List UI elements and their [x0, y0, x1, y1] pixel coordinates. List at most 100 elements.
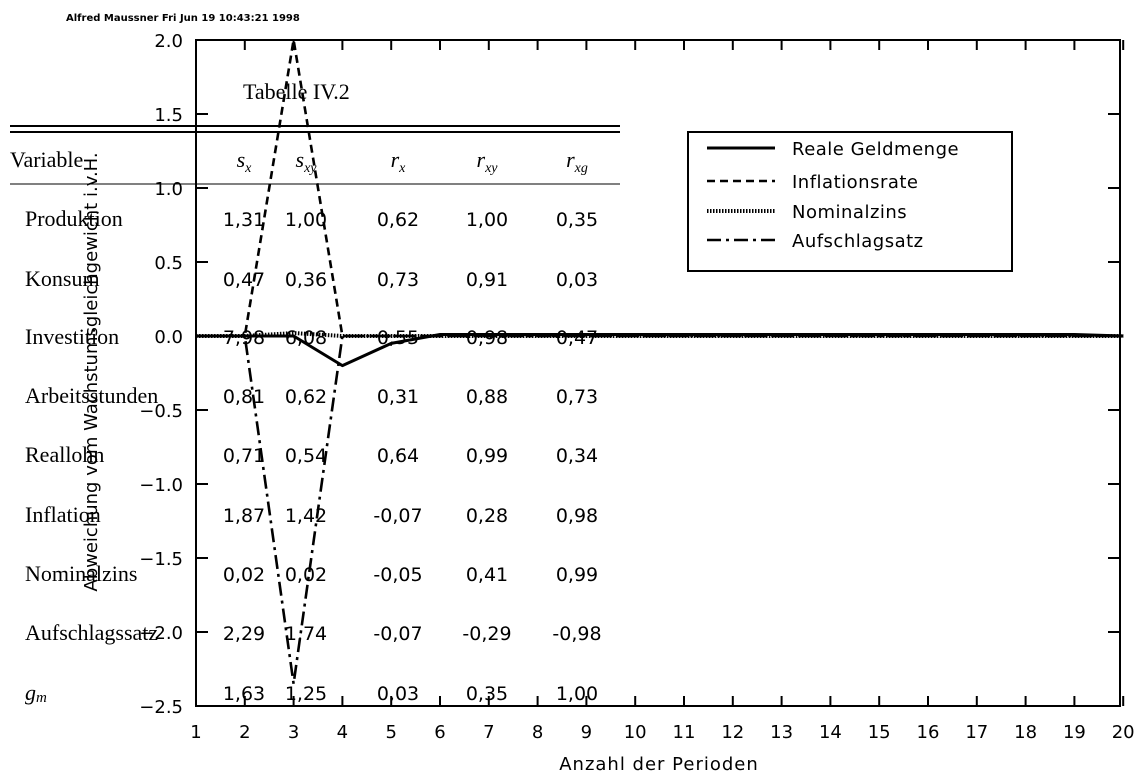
y-tick-label: 0.5: [154, 253, 183, 274]
row-label-text: Inflation: [25, 502, 101, 527]
x-tick-label: 19: [1063, 722, 1086, 743]
table-column-header: sxy: [296, 147, 318, 176]
table-cell: 1,31: [223, 209, 265, 231]
series-line-aufschlagsatz: [196, 334, 1124, 686]
table-cell: 1,74: [285, 623, 327, 645]
table-cell: 6,08: [285, 327, 327, 349]
legend: Reale Geldmenge Inflationsrate Nominalzins…: [687, 131, 1013, 272]
column-header-subscript: x: [398, 161, 406, 176]
x-tick-label: 10: [624, 722, 647, 743]
table-cell: 1,63: [223, 683, 265, 705]
table-cell: -0,05: [373, 564, 422, 586]
table-cell: 1,87: [223, 505, 265, 527]
table-cell: 0,47: [223, 269, 265, 291]
legend-label: Inflationsrate: [792, 172, 919, 193]
y-axis-label: Abweichung vom Wachstumsgleichgewicht i.…: [81, 152, 102, 591]
table-column-header: sx: [237, 147, 253, 176]
x-tick-label: 20: [1112, 722, 1135, 743]
row-label-text: Produktion: [25, 206, 123, 231]
column-header-subscript: xg: [574, 161, 588, 176]
table-cell: 0,47: [556, 327, 598, 349]
y-tick-label: 1.0: [154, 179, 183, 200]
table-cell: 0,91: [466, 269, 508, 291]
column-header-subscript: x: [244, 161, 252, 176]
table-row-label: Inflation: [25, 502, 101, 527]
x-tick-label: 8: [532, 722, 543, 743]
series-layer: [196, 38, 1124, 686]
x-tick-label: 3: [288, 722, 299, 743]
legend-label: Aufschlagsatz: [792, 231, 924, 252]
table-cell: 0,99: [556, 564, 598, 586]
y-tick-label: −1.5: [139, 549, 183, 570]
x-tick-label: 5: [385, 722, 396, 743]
table-cell: 0,28: [466, 505, 508, 527]
y-tick-label: 1.5: [154, 105, 183, 126]
x-tick-label: 14: [819, 722, 842, 743]
table-cell: 1,00: [556, 683, 598, 705]
row-label-text: Investition: [25, 324, 119, 349]
x-tick-label: 15: [868, 722, 891, 743]
x-tick-label: 12: [721, 722, 744, 743]
table-column-header: rx: [391, 147, 407, 176]
x-axis-label: Anzahl der Perioden: [559, 754, 759, 775]
table-cell: -0,07: [373, 505, 422, 527]
table-cell: 1,42: [285, 505, 327, 527]
table-cell: 0,54: [285, 445, 327, 467]
legend-box: [687, 131, 1013, 272]
table-cell: 0,62: [377, 209, 419, 231]
y-tick-label: 2.0: [154, 31, 183, 52]
table-cell: -0,29: [462, 623, 511, 645]
table-cell: 0,31: [377, 386, 419, 408]
table-cell: -0,98: [552, 623, 601, 645]
table-column-header: rxg: [566, 147, 588, 176]
x-tick-label: 1: [190, 722, 201, 743]
series-line-reale-geldmenge: [196, 333, 1124, 368]
table-cell: 0,98: [466, 327, 508, 349]
table-cell: 0,41: [466, 564, 508, 586]
x-tick-label: 7: [483, 722, 494, 743]
y-tick-label: −2.0: [139, 623, 183, 644]
table-row-label: gm: [25, 680, 47, 706]
row-label-text: Reallohn: [25, 442, 104, 467]
table-cell: 0,62: [285, 386, 327, 408]
table-column-header: rxy: [477, 147, 499, 176]
x-tick-label: 2: [239, 722, 250, 743]
table-cell: 0,73: [377, 269, 419, 291]
x-tick-label: 18: [1014, 722, 1037, 743]
plot-frame: [195, 39, 1121, 707]
table-cell: 0,35: [466, 683, 508, 705]
table-row-label: Produktion: [25, 206, 123, 231]
y-tick-label: 0.0: [154, 327, 183, 348]
x-tick-label: 9: [581, 722, 592, 743]
x-tick-label: 11: [673, 722, 696, 743]
table-cell: 0,81: [223, 386, 265, 408]
column-header-symbol: r: [391, 147, 400, 172]
row-label-text: g: [25, 680, 36, 705]
table-cell: 1,00: [285, 209, 327, 231]
table-cell: 0,36: [285, 269, 327, 291]
table-row-label: Nominalzins: [25, 561, 137, 586]
table-title: Tabelle IV.2: [243, 79, 350, 104]
table-cell: 1,25: [285, 683, 327, 705]
legend-label: Nominalzins: [792, 202, 907, 223]
table-cell: 2,29: [223, 623, 265, 645]
table-row-label: Arbeitsstunden: [25, 383, 158, 408]
table-row-label: Investition: [25, 324, 119, 349]
table-cell: 0,55: [377, 327, 419, 349]
x-tick-label: 4: [337, 722, 348, 743]
table-cell: 0,34: [556, 445, 598, 467]
y-tick-label: −0.5: [139, 401, 183, 422]
row-label-text: Arbeitsstunden: [25, 383, 158, 408]
row-label-text: Nominalzins: [25, 561, 137, 586]
legend-label: Reale Geldmenge: [792, 139, 959, 160]
y-tick-label: −2.5: [139, 697, 183, 718]
row-label-text: Konsum: [25, 266, 100, 291]
column-header-subscript: xy: [484, 161, 498, 176]
x-tick-label: 16: [917, 722, 940, 743]
table-cell: 0,88: [466, 386, 508, 408]
table-cell: 0,64: [377, 445, 419, 467]
column-header-symbol: s: [237, 147, 246, 172]
row-label-text: Aufschlagssatz: [25, 620, 158, 645]
